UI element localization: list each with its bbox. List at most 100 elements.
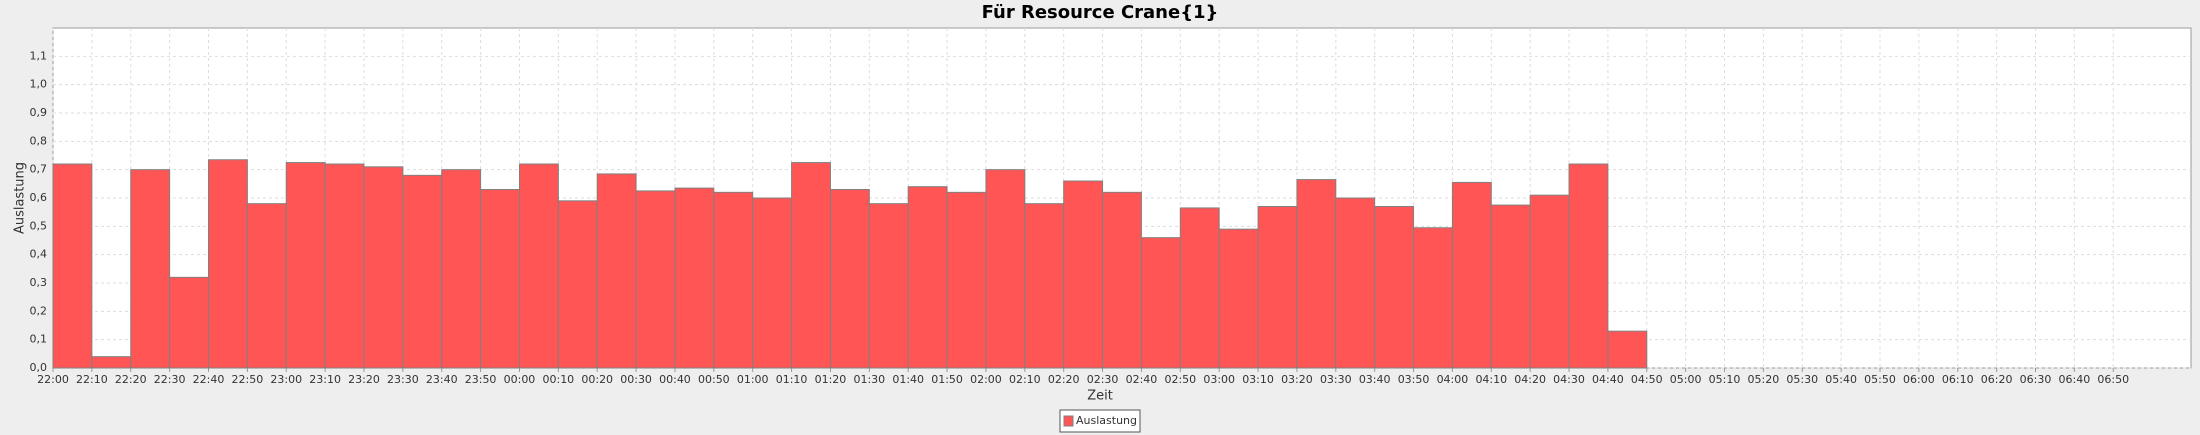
bar: [1140, 237, 1181, 369]
y-axis-label: Auslastung: [13, 162, 28, 234]
x-tick-label: 04:10: [1475, 373, 1507, 386]
x-tick-label: 02:10: [1009, 373, 1041, 386]
x-tick-label: 01:10: [776, 373, 808, 386]
bar: [285, 162, 326, 369]
x-tick-label: 00:00: [504, 373, 536, 386]
bar: [1257, 206, 1298, 369]
bar: [1296, 179, 1337, 369]
x-tick-label: 05:30: [1786, 373, 1818, 386]
x-tick-label: 04:20: [1514, 373, 1546, 386]
bar: [1568, 163, 1609, 369]
bar: [1413, 227, 1453, 369]
y-tick-label: 0,6: [30, 191, 48, 204]
x-tick-label: 23:40: [426, 373, 458, 386]
x-tick-label: 23:20: [348, 373, 380, 386]
bar: [635, 190, 676, 369]
x-tick-label: 04:00: [1437, 373, 1469, 386]
x-tick-label: 03:50: [1398, 373, 1430, 386]
x-tick-label: 00:20: [581, 373, 613, 386]
x-tick-label: 02:20: [1048, 373, 1080, 386]
x-axis-label: Zeit: [1087, 389, 1113, 404]
x-tick-label: 03:20: [1281, 373, 1313, 386]
bar: [985, 169, 1026, 369]
bar: [868, 203, 909, 369]
bar: [791, 162, 831, 369]
y-tick-label: 0,9: [30, 106, 48, 119]
y-tick-label: 0,2: [30, 304, 48, 317]
y-tick-label: 0,5: [30, 219, 48, 232]
x-tick-label: 22:20: [115, 373, 147, 386]
bar: [402, 174, 443, 369]
x-tick-label: 02:50: [1164, 373, 1196, 386]
x-tick-label: 05:10: [1709, 373, 1741, 386]
bar: [1529, 194, 1570, 369]
bar: [946, 191, 987, 369]
bar: [1335, 197, 1376, 369]
x-tick-label: 22:50: [232, 373, 264, 386]
x-tick-label: 04:50: [1631, 373, 1663, 386]
x-tick-label: 02:40: [1126, 373, 1158, 386]
bar: [52, 163, 93, 369]
y-tick-label: 0,4: [30, 248, 48, 261]
x-tick-label: 22:30: [154, 373, 186, 386]
bar: [674, 187, 715, 369]
x-tick-label: 03:40: [1359, 373, 1391, 386]
bar: [1218, 228, 1259, 369]
bar: [907, 186, 948, 369]
x-tick-label: 05:40: [1825, 373, 1857, 386]
bar: [324, 163, 365, 369]
bar: [1451, 181, 1492, 369]
x-tick-label: 22:40: [193, 373, 225, 386]
chart-title: Für Resource Crane{1}: [982, 2, 1219, 23]
y-tick-label: 0,1: [30, 333, 48, 346]
x-tick-label: 22:10: [76, 373, 108, 386]
bar: [1179, 207, 1220, 369]
x-tick-label: 03:10: [1242, 373, 1274, 386]
x-tick-label: 06:20: [1981, 373, 2013, 386]
x-tick-label: 01:00: [737, 373, 769, 386]
bar: [829, 189, 870, 369]
bar: [1490, 204, 1531, 369]
legend-swatch: [1063, 415, 1074, 427]
x-tick-label: 06:00: [1903, 373, 1935, 386]
x-tick-label: 01:20: [815, 373, 847, 386]
x-tick-label: 22:00: [37, 373, 69, 386]
y-tick-label: 0,0: [30, 361, 48, 374]
x-tick-label: 02:00: [970, 373, 1002, 386]
x-tick-label: 00:50: [698, 373, 730, 386]
x-tick-label: 01:30: [853, 373, 885, 386]
x-tick-label: 03:30: [1320, 373, 1352, 386]
x-tick-label: 04:40: [1592, 373, 1624, 386]
bar: [596, 173, 637, 369]
y-tick-label: 0,3: [30, 276, 48, 289]
x-tick-label: 06:40: [2059, 373, 2091, 386]
x-tick-label: 05:20: [1748, 373, 1780, 386]
x-tick-label: 00:40: [659, 373, 691, 386]
x-tick-label: 00:30: [620, 373, 652, 386]
x-tick-label: 06:10: [1942, 373, 1974, 386]
bar: [557, 200, 598, 369]
y-tick-label: 0,7: [30, 163, 48, 176]
x-tick-label: 23:30: [387, 373, 419, 386]
x-tick-label: 02:30: [1087, 373, 1119, 386]
x-tick-label: 00:10: [542, 373, 574, 386]
bar: [246, 203, 287, 369]
x-tick-label: 23:00: [270, 373, 302, 386]
bar: [752, 197, 793, 369]
bar: [1102, 191, 1142, 369]
bar: [713, 191, 754, 369]
bar: [1024, 203, 1065, 369]
bar: [91, 356, 132, 369]
x-tick-label: 01:40: [892, 373, 924, 386]
bar: [518, 163, 559, 369]
bar: [1374, 206, 1415, 369]
x-tick-label: 23:10: [309, 373, 341, 386]
x-tick-label: 01:50: [931, 373, 963, 386]
x-tick-label: 03:00: [1203, 373, 1235, 386]
bar: [207, 159, 248, 369]
bar: [480, 189, 520, 369]
bar: [441, 169, 482, 369]
y-tick-label: 1,0: [30, 78, 48, 91]
x-tick-label: 05:50: [1864, 373, 1896, 386]
